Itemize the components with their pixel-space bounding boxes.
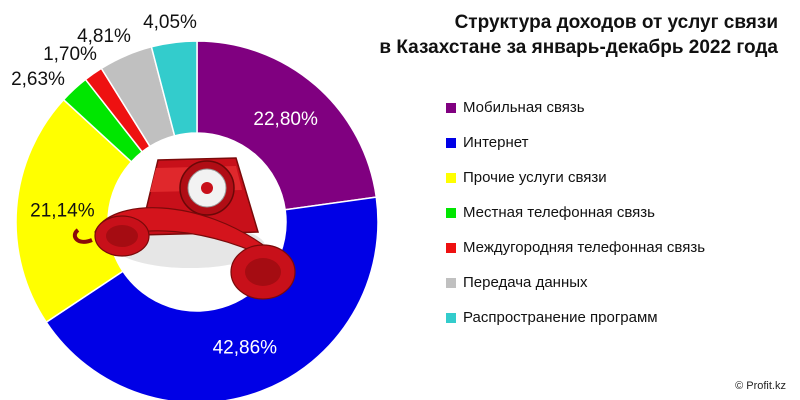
legend-label: Мобильная связь xyxy=(463,99,585,116)
legend-label: Междугородняя телефонная связь xyxy=(463,239,706,256)
chart-title-line1: Структура доходов от услуг связи xyxy=(454,12,778,33)
slice-data-label: 42,86% xyxy=(213,337,278,358)
slice-data-label: 4,05% xyxy=(143,12,197,33)
legend-label: Интернет xyxy=(463,134,529,151)
copyright: © Profit.kz xyxy=(735,380,786,392)
legend-swatch xyxy=(446,137,456,148)
legend-swatch xyxy=(446,102,456,113)
telephone-picture xyxy=(72,133,296,311)
legend-item: Местная телефонная связь xyxy=(446,195,705,230)
legend-label: Передача данных xyxy=(463,274,588,291)
legend-item: Прочие услуги связи xyxy=(446,160,705,195)
legend-item: Междугородняя телефонная связь xyxy=(446,230,705,265)
legend-label: Распространение программ xyxy=(463,309,658,326)
slice-data-label: 21,14% xyxy=(30,201,95,222)
legend: Мобильная связь Интернет Прочие услуги свя… xyxy=(446,90,705,335)
legend-swatch xyxy=(446,207,456,218)
legend-item: Распространение программ xyxy=(446,300,705,335)
legend-swatch xyxy=(446,277,456,288)
legend-swatch xyxy=(446,312,456,323)
legend-label: Местная телефонная связь xyxy=(463,204,655,221)
legend-item: Интернет xyxy=(446,125,705,160)
legend-item: Мобильная связь xyxy=(446,90,705,125)
slice-data-label: 4,81% xyxy=(77,26,131,47)
slice-data-label: 2,63% xyxy=(11,69,65,90)
legend-swatch xyxy=(446,172,456,183)
legend-item: Передача данных xyxy=(446,265,705,300)
slice-data-label: 1,70% xyxy=(43,44,97,65)
legend-swatch xyxy=(446,242,456,253)
chart-title: Структура доходов от услуг связи в Казах… xyxy=(379,10,778,60)
legend-label: Прочие услуги связи xyxy=(463,169,607,186)
slice-data-label: 22,80% xyxy=(253,109,318,130)
chart-title-line2: в Казахстане за январь-декабрь 2022 года xyxy=(379,37,778,58)
